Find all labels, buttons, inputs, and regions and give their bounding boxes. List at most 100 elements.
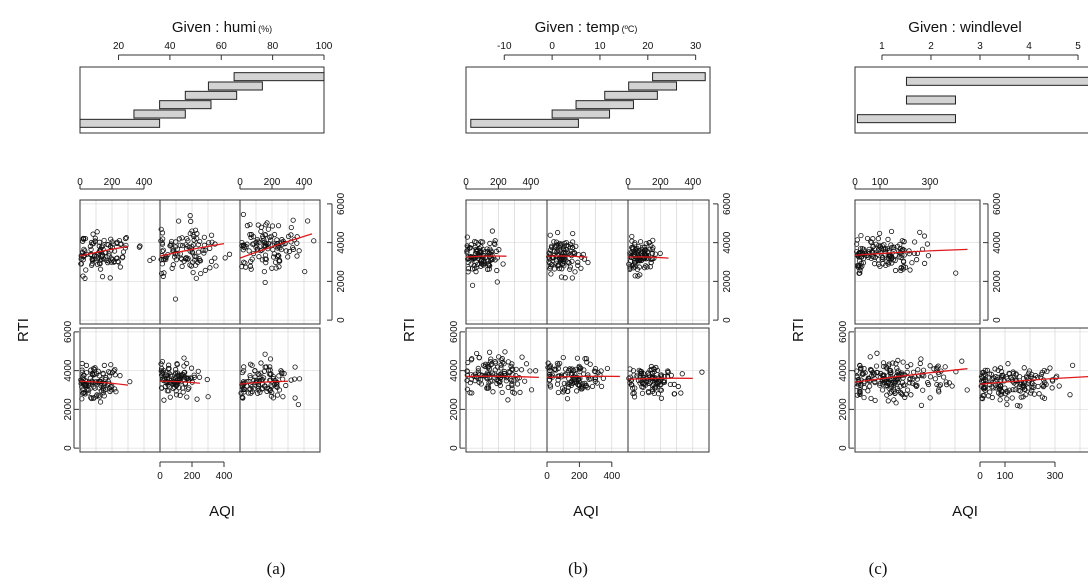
data-point <box>915 367 921 373</box>
data-point <box>903 391 909 397</box>
data-point <box>1044 368 1050 375</box>
smooth-line <box>546 255 588 258</box>
data-point <box>555 389 561 396</box>
x-axis-tick-label: 0 <box>157 471 163 482</box>
smooth-line <box>159 380 201 384</box>
data-point <box>997 397 1003 403</box>
data-point <box>208 232 215 238</box>
data-point <box>505 359 511 365</box>
data-point <box>275 223 282 229</box>
data-point <box>639 379 645 385</box>
x-axis-title: AQI <box>952 503 978 520</box>
data-point <box>272 259 279 265</box>
data-point <box>194 235 200 242</box>
data-point <box>492 238 498 244</box>
data-point <box>667 381 674 388</box>
y-axis-title: RTI <box>401 318 418 342</box>
data-point <box>649 388 656 394</box>
data-point <box>267 364 273 370</box>
data-point <box>96 394 103 400</box>
data-point <box>487 349 493 355</box>
data-point <box>906 248 912 254</box>
data-point <box>867 383 873 389</box>
data-point <box>877 263 883 269</box>
data-point <box>1022 386 1028 393</box>
data-point <box>877 382 883 388</box>
point-cloud <box>978 361 1076 409</box>
point-cloud <box>158 355 211 403</box>
data-point <box>80 236 87 242</box>
data-point <box>867 378 873 385</box>
data-point <box>657 377 663 383</box>
data-point <box>868 239 874 245</box>
given-interval-bar <box>133 109 186 119</box>
data-point <box>888 242 894 248</box>
data-point <box>91 384 97 390</box>
data-point <box>587 361 593 367</box>
data-point <box>201 250 207 256</box>
data-point <box>197 238 203 245</box>
given-axis-tick-label: 100 <box>316 41 333 52</box>
data-point <box>572 374 578 380</box>
data-point <box>248 266 254 272</box>
data-point <box>640 246 646 252</box>
x-axis-tick-label: 0 <box>977 471 983 482</box>
data-point <box>635 273 641 279</box>
data-point <box>892 267 899 274</box>
data-point <box>478 377 484 383</box>
data-point <box>261 375 267 381</box>
data-point <box>500 261 506 267</box>
scatter-cell <box>464 327 548 453</box>
data-point <box>578 265 584 271</box>
data-point <box>894 365 900 371</box>
data-point <box>267 234 273 240</box>
data-point <box>100 252 106 258</box>
data-point <box>899 379 906 386</box>
y-axis-tick-label: 4000 <box>722 231 733 254</box>
y-axis-title: RTI <box>15 318 32 342</box>
data-point <box>865 388 871 394</box>
data-point <box>858 260 864 267</box>
data-point <box>158 365 165 371</box>
data-point <box>191 374 197 380</box>
data-point <box>258 370 264 376</box>
data-point <box>632 240 638 246</box>
data-point <box>982 385 989 391</box>
data-point <box>268 393 274 399</box>
data-point <box>858 232 864 239</box>
data-point <box>927 374 934 380</box>
data-point <box>106 385 112 391</box>
data-point <box>488 257 495 263</box>
data-point <box>255 371 261 377</box>
given-interval-bar <box>233 72 325 82</box>
data-point <box>989 377 995 383</box>
x-axis-tick-label: 200 <box>652 177 669 188</box>
data-point <box>583 356 590 362</box>
data-point <box>286 248 293 255</box>
data-point <box>482 363 488 370</box>
data-point <box>925 253 932 259</box>
data-point <box>570 239 576 245</box>
x-axis-tick-label: 400 <box>684 177 701 188</box>
data-point <box>89 256 95 263</box>
data-point <box>506 368 512 375</box>
smooth-line <box>465 375 539 379</box>
data-point <box>551 239 557 245</box>
data-point <box>574 388 580 394</box>
data-point <box>699 369 705 375</box>
given-interval-bar <box>184 90 238 100</box>
data-point <box>294 240 300 246</box>
data-point <box>122 245 128 251</box>
data-point <box>548 373 554 379</box>
data-point <box>258 224 264 230</box>
data-point <box>647 246 653 252</box>
data-point <box>493 248 499 254</box>
data-point <box>487 263 493 269</box>
data-point <box>566 260 572 266</box>
y-axis-tick-label: 4000 <box>336 231 347 254</box>
data-point <box>920 387 926 393</box>
data-point <box>494 267 500 274</box>
data-point <box>257 389 263 395</box>
data-point <box>255 383 262 389</box>
given-box <box>465 66 711 134</box>
